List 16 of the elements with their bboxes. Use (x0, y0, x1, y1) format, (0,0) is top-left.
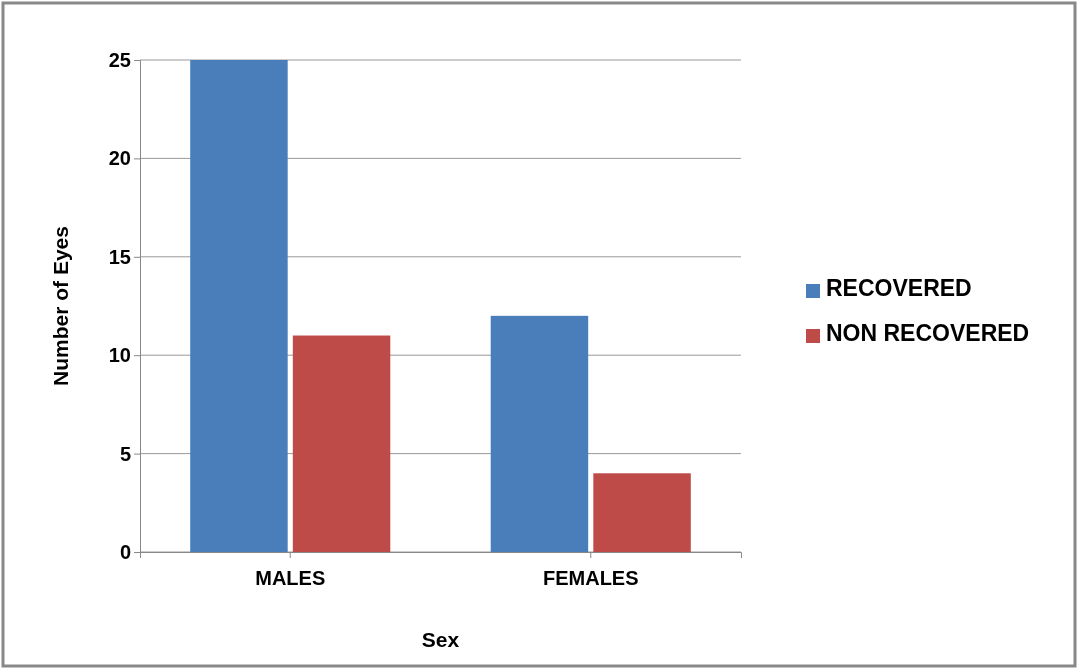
y-tick-label: 20 (108, 147, 131, 170)
legend-label: RECOVERED (826, 275, 972, 301)
bar (292, 335, 391, 552)
y-tick-label: 5 (119, 442, 131, 465)
y-tick-label: 10 (108, 344, 131, 367)
x-tick-label: FEMALES (542, 567, 639, 589)
x-axis-title: Sex (421, 628, 460, 651)
legend-label: NON RECOVERED (826, 320, 1030, 346)
x-tick-label: MALES (255, 567, 326, 589)
y-tick-label: 25 (108, 48, 131, 71)
y-tick-label: 15 (108, 245, 131, 268)
y-axis-title: Number of Eyes (49, 226, 72, 386)
bar (190, 60, 288, 552)
bar (593, 473, 691, 552)
bar (490, 315, 589, 552)
y-tick-label: 0 (119, 540, 131, 563)
